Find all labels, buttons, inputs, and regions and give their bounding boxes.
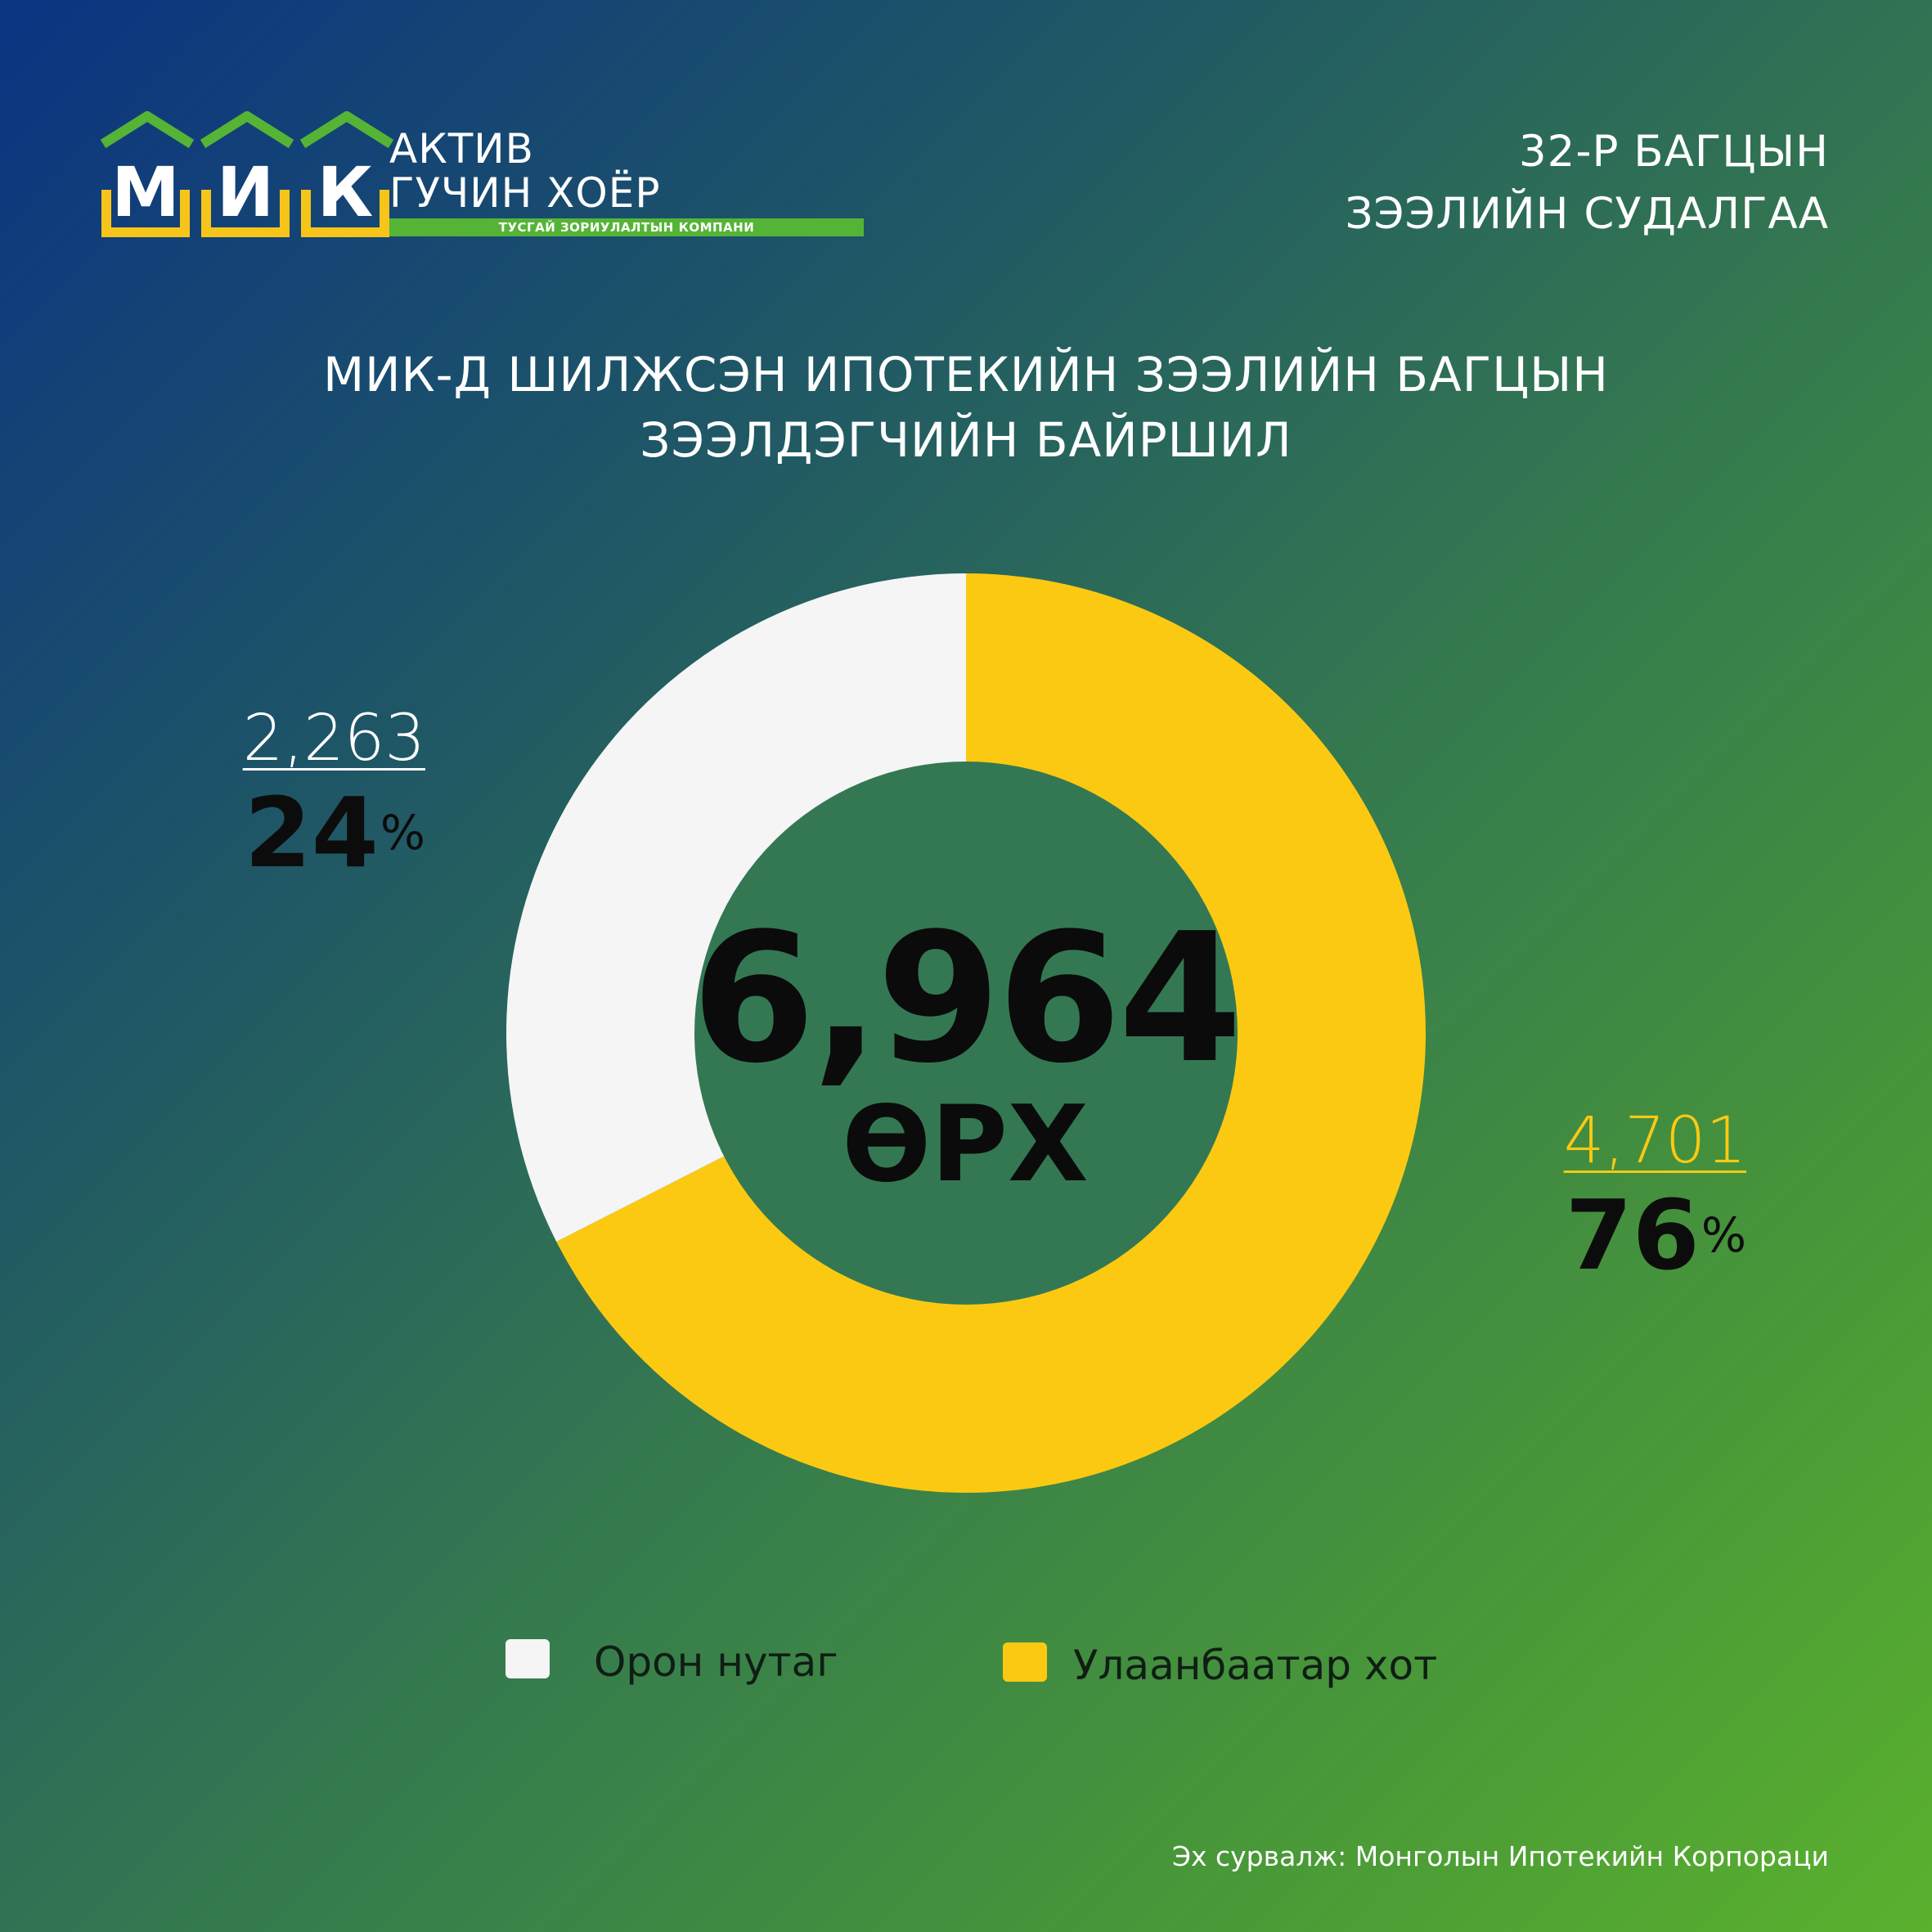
center-total-value: 6,964 (691, 896, 1242, 1103)
logo-letter-box-k: К (299, 111, 394, 237)
stat-ulaanbaatar-count: 4,701 (1563, 1104, 1746, 1178)
stat-ulaanbaatar-percent-value: 76 (1565, 1179, 1700, 1292)
logo-roof-icon (100, 111, 195, 149)
chart-title-line-1: МИК-Д ШИЛЖСЭН ИПОТЕКИЙН ЗЭЭЛИЙН БАГЦЫН (323, 347, 1609, 402)
stat-rural-count: 2,263 (242, 702, 425, 775)
logo-line-1: АКТИВ (389, 125, 534, 173)
stat-ulaanbaatar-percent: 76% (1501, 1186, 1746, 1284)
stat-rural-percent: 24% (180, 784, 425, 882)
chart-title-line-2: ЗЭЭЛДЭГЧИЙН БАЙРШИЛ (640, 412, 1292, 468)
logo-roof-icon (200, 111, 294, 149)
logo-line-2: ГУЧИН ХОЁР (389, 169, 661, 217)
legend-swatch-ulaanbaatar (1003, 1642, 1047, 1682)
source-note: Эх сурвалж: Монголын Ипотекийн Корпораци (1171, 1840, 1829, 1872)
legend-label-rural: Орон нутаг (594, 1638, 838, 1686)
center-total-unit: ӨРХ (842, 1084, 1089, 1206)
chart-title: МИК-Д ШИЛЖСЭН ИПОТЕКИЙН ЗЭЭЛИЙН БАГЦЫН З… (0, 342, 1932, 473)
legend-swatch-rural (505, 1639, 550, 1678)
donut-hole (694, 762, 1238, 1305)
percent-sign: % (1701, 1207, 1746, 1263)
logo-letter-box-i: И (200, 111, 294, 237)
logo-letter-box-m: М (100, 111, 195, 237)
report-header: 32-Р БАГЦЫН ЗЭЭЛИЙН СУДАЛГАА (1346, 121, 1830, 245)
logo-letter: К (317, 152, 374, 232)
percent-sign: % (380, 805, 425, 860)
report-header-line-1: 32-Р БАГЦЫН (1518, 127, 1829, 177)
stat-rural-percent-value: 24 (244, 776, 379, 889)
donut-chart (506, 573, 1426, 1494)
logo-letter: М (111, 152, 180, 232)
report-header-line-2: ЗЭЭЛИЙН СУДАЛГАА (1345, 189, 1829, 239)
logo-letter: И (216, 152, 275, 232)
stat-rural: 2,263 24% (180, 702, 425, 882)
legend-label-ulaanbaatar: Улаанбаатар хот (1073, 1642, 1438, 1689)
company-logo: М И К АКТИВ ГУЧИН ХОЁР ТУСГАЙ ЗОРИУЛАЛТЫ… (97, 110, 864, 241)
stat-ulaanbaatar: 4,701 76% (1501, 1104, 1746, 1284)
logo-roof-icon (299, 111, 394, 149)
logo-tagline: ТУСГАЙ ЗОРИУЛАЛТЫН КОМПАНИ (389, 218, 864, 236)
